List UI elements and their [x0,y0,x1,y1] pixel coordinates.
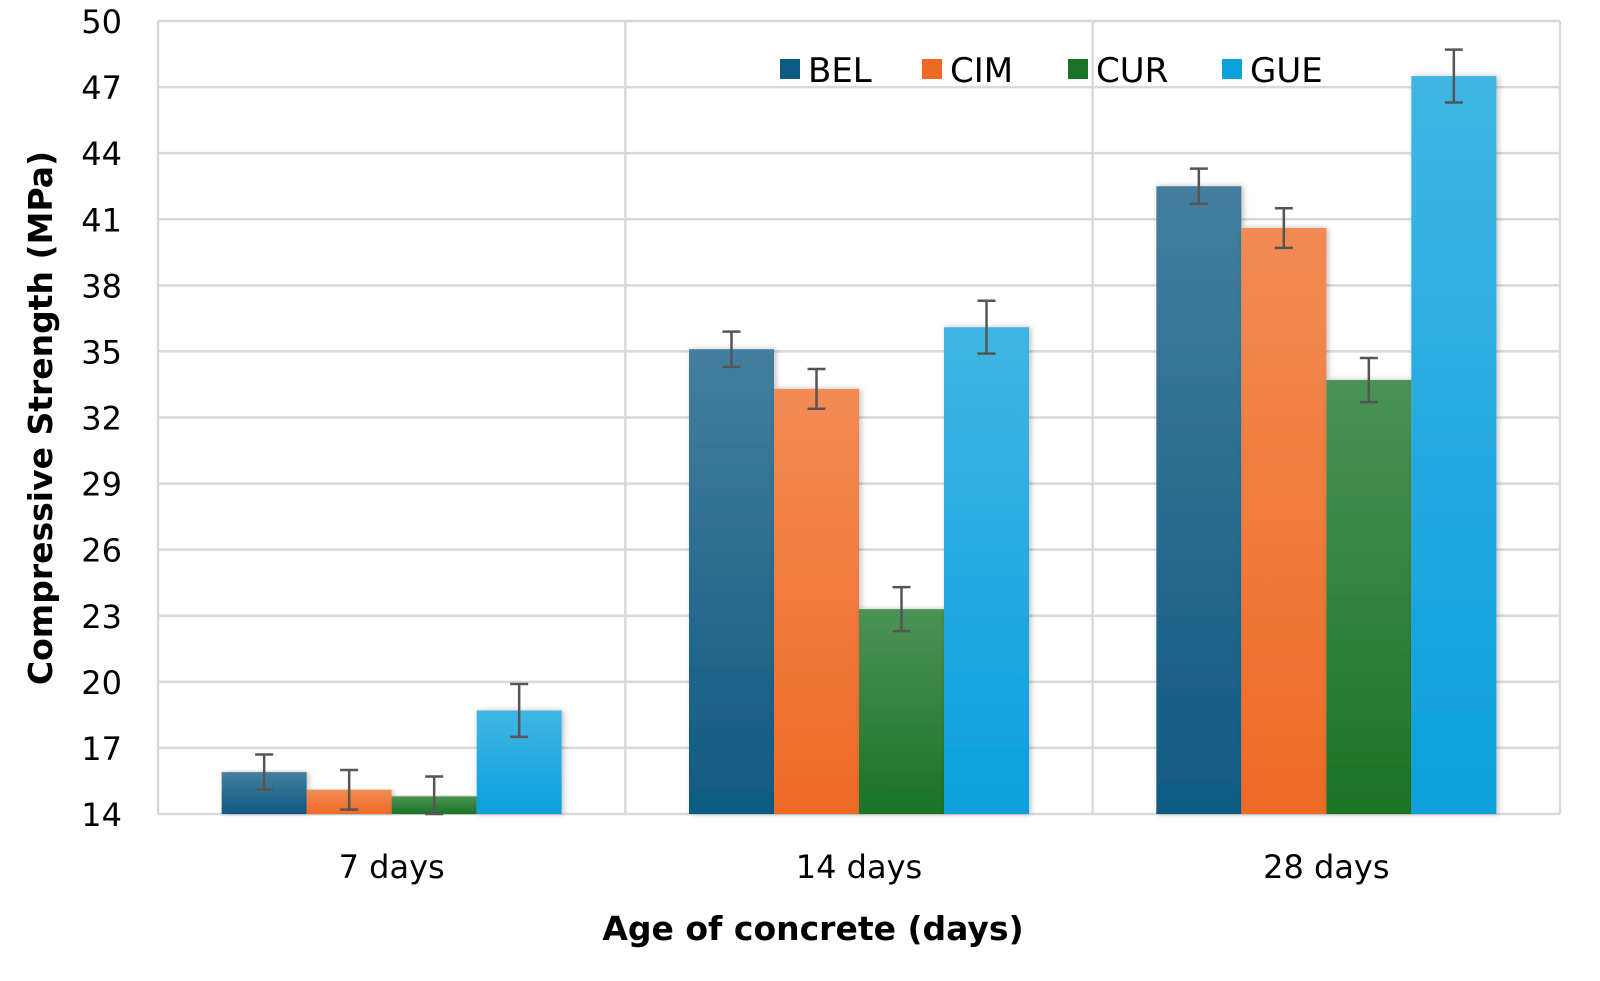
error-bar-gue-28-days [1444,48,1463,104]
y-tick-label: 14 [81,796,122,834]
y-tick-label: 44 [81,135,122,173]
y-tick-label: 20 [81,664,122,702]
error-bar-bel-28-days [1189,167,1208,206]
error-bars [255,48,1463,816]
legend-item-cur: CUR [1068,51,1168,91]
legend-label: CUR [1096,51,1168,91]
y-tick-label: 17 [81,730,122,768]
x-tick-label: 28 days [1263,848,1389,886]
bar-cim-28-days [1241,228,1327,815]
bar-gue-14-days [944,327,1029,814]
error-bar-cur-14-days [892,585,911,633]
legend: BEL CIM CUR GUE [780,51,1323,91]
x-tick-label: 7 days [339,848,445,886]
bar-cur-14-days [859,609,944,814]
error-bar-gue-7-days [510,682,529,739]
y-tick-label: 26 [81,532,122,570]
x-axis-title: Age of concrete (days) [602,909,1023,948]
error-bar-cur-7-days [425,775,444,816]
error-bar-cim-28-days [1274,206,1293,250]
legend-swatch [780,59,800,79]
bar-gue-28-days [1411,76,1497,814]
legend-label: BEL [808,51,872,91]
bar-bel-28-days [1156,186,1242,815]
y-axis-ticks: 14 17 20 23 26 29 32 35 38 41 44 47 50 [81,3,122,834]
error-bar-bel-14-days [722,330,741,369]
y-tick-label: 41 [81,201,122,239]
y-tick-label: 47 [81,69,122,107]
x-tick-label: 14 days [796,848,922,886]
legend-label: CIM [950,51,1013,91]
error-bar-cur-28-days [1359,356,1378,404]
legend-item-gue: GUE [1222,51,1323,91]
error-bar-cim-14-days [807,367,826,410]
bars [221,76,1497,815]
legend-item-cim: CIM [922,51,1013,91]
legend-swatch [922,59,942,79]
y-tick-label: 50 [81,3,122,41]
y-tick-label: 38 [81,267,122,305]
legend-swatch [1068,59,1088,79]
bar-bel-14-days [689,349,774,814]
x-axis-labels: 7 days 14 days 28 days [339,848,1390,886]
error-bar-bel-7-days [255,753,274,792]
bar-cim-14-days [774,388,859,814]
bar-cur-28-days [1326,380,1412,814]
y-tick-label: 23 [81,598,122,636]
y-tick-label: 29 [81,466,122,504]
y-tick-label: 35 [81,333,122,371]
legend-item-bel: BEL [780,51,872,91]
legend-swatch [1222,59,1242,79]
y-axis-title: Compressive Strength (MPa) [21,151,60,685]
error-bar-cim-7-days [340,768,359,811]
error-bar-gue-14-days [977,299,996,355]
y-tick-label: 32 [81,400,122,438]
legend-label: GUE [1250,51,1323,91]
